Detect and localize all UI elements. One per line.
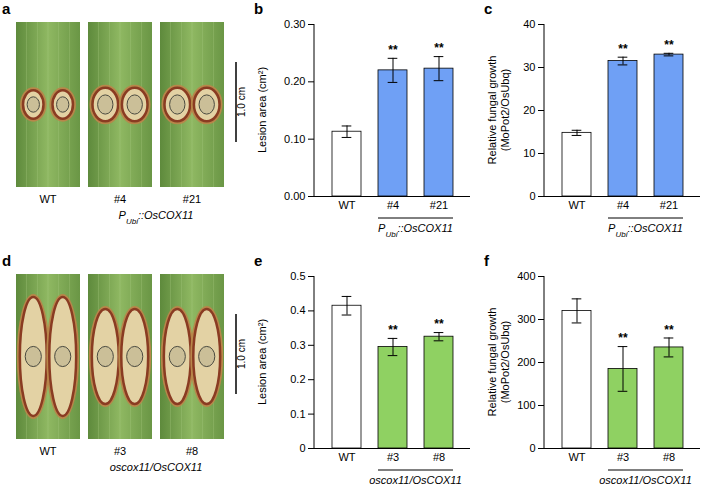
svg-text:PUbi::OsCOX11: PUbi::OsCOX11	[378, 222, 453, 239]
svg-text:WT: WT	[568, 199, 585, 211]
svg-text:0.30: 0.30	[284, 18, 305, 30]
svg-text:WT: WT	[39, 445, 56, 457]
svg-text:Lesion area (cm²): Lesion area (cm²)	[256, 67, 268, 153]
svg-text:#8: #8	[433, 451, 445, 463]
svg-text:Relative fungal growth(MoPot2/: Relative fungal growth(MoPot2/OsUbq)	[486, 308, 511, 417]
svg-text:0.1: 0.1	[290, 408, 305, 420]
html-text:b: b	[254, 0, 264, 17]
svg-text:#21: #21	[660, 199, 678, 211]
svg-text:WT: WT	[568, 451, 585, 463]
svg-text:0.5: 0.5	[290, 270, 305, 282]
svg-text:**: **	[388, 43, 398, 57]
svg-text:oscox11/OsCOX11: oscox11/OsCOX11	[599, 474, 692, 486]
svg-text:**: **	[664, 323, 674, 337]
svg-text:oscox11/OsCOX11: oscox11/OsCOX11	[369, 474, 462, 486]
svg-text:0.10: 0.10	[284, 133, 305, 145]
svg-text:Relative fungal growth(MoPot2/: Relative fungal growth(MoPot2/OsUbq)	[486, 56, 511, 165]
svg-text:WT: WT	[39, 193, 56, 205]
svg-text:#21: #21	[183, 193, 201, 205]
svg-text:**: **	[618, 42, 628, 56]
html-text:d: d	[2, 252, 12, 269]
svg-text:0: 0	[529, 442, 535, 454]
svg-text:0.3: 0.3	[290, 339, 305, 351]
svg-text:20: 20	[523, 104, 535, 116]
svg-text:#3: #3	[617, 451, 629, 463]
svg-text:Lesion area (cm²): Lesion area (cm²)	[256, 319, 268, 405]
svg-text:0.00: 0.00	[284, 190, 305, 202]
svg-text:**: **	[434, 317, 444, 331]
svg-text:#4: #4	[387, 199, 399, 211]
svg-text:1.0 cm: 1.0 cm	[236, 339, 247, 369]
svg-text:oscox11/OsCOX11: oscox11/OsCOX11	[110, 461, 203, 473]
svg-text:400: 400	[517, 270, 535, 282]
svg-text:**: **	[664, 38, 674, 52]
svg-text:#3: #3	[114, 445, 126, 457]
html-text:f: f	[484, 252, 489, 269]
svg-text:0.20: 0.20	[284, 75, 305, 87]
svg-text:40: 40	[523, 18, 535, 30]
svg-text:0: 0	[529, 190, 535, 202]
svg-text:0.4: 0.4	[290, 304, 305, 316]
svg-text:**: **	[388, 323, 398, 337]
svg-text:PUbi::OsCOX11: PUbi::OsCOX11	[119, 209, 194, 226]
svg-text:**: **	[434, 41, 444, 55]
svg-text:200: 200	[517, 356, 535, 368]
svg-text:WT: WT	[338, 199, 355, 211]
html-text:e: e	[254, 252, 263, 269]
html-text:c: c	[484, 0, 493, 17]
html-text:a: a	[2, 0, 11, 17]
svg-text:0.2: 0.2	[290, 373, 305, 385]
svg-text:100: 100	[517, 399, 535, 411]
svg-text:WT: WT	[338, 451, 355, 463]
svg-text:#4: #4	[617, 199, 629, 211]
svg-text:#4: #4	[114, 193, 126, 205]
svg-text:#8: #8	[663, 451, 675, 463]
svg-text:0: 0	[299, 442, 305, 454]
svg-text:300: 300	[517, 313, 535, 325]
svg-text:#8: #8	[186, 445, 198, 457]
svg-text:1.0 cm: 1.0 cm	[236, 87, 247, 117]
svg-text:#21: #21	[430, 199, 448, 211]
svg-text:30: 30	[523, 61, 535, 73]
svg-text:10: 10	[523, 147, 535, 159]
svg-text:#3: #3	[387, 451, 399, 463]
svg-text:PUbi::OsCOX11: PUbi::OsCOX11	[608, 222, 683, 239]
svg-text:**: **	[618, 331, 628, 345]
